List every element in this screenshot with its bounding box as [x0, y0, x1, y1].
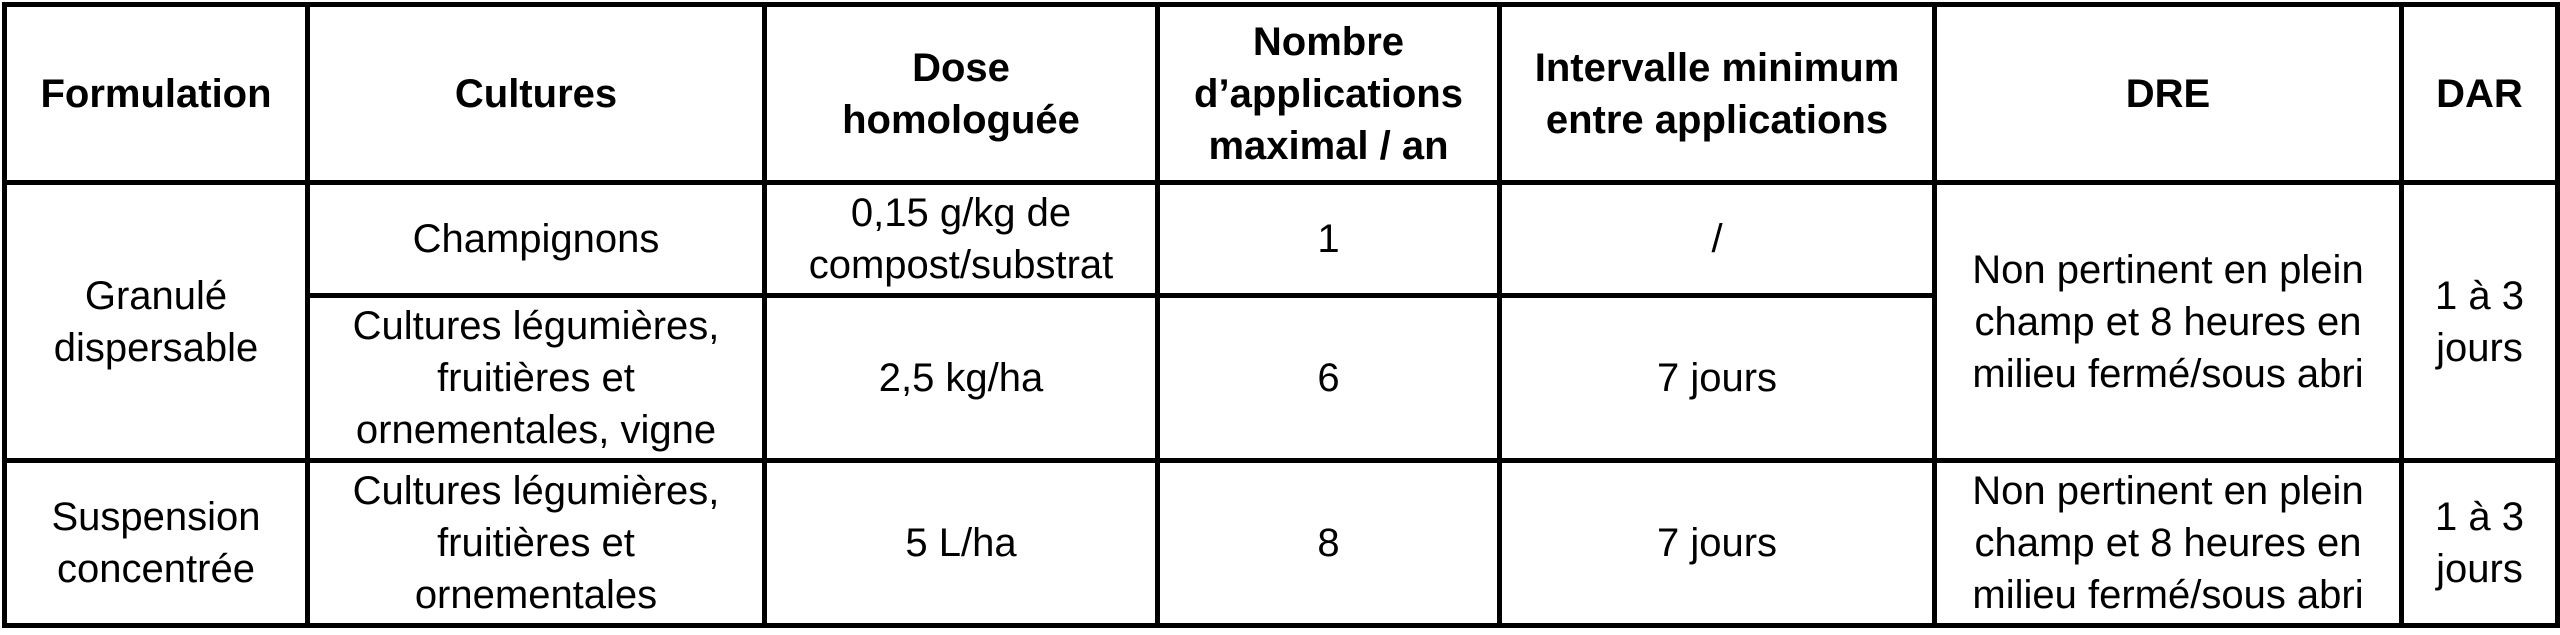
cell-dre-granule: Non pertinent en plein champ et 8 heures…	[1932, 180, 2404, 463]
cell-dar-suspension: 1 à 3 jours	[2399, 458, 2560, 628]
header-row: Formulation Cultures Dose homologuée Nom…	[2, 2, 2560, 185]
cell-formulation-granule: Granulé dispersable	[2, 180, 310, 463]
cell-formulation-suspension: Suspension concentrée	[2, 458, 310, 628]
cell-applications: 1	[1155, 180, 1502, 298]
col-header-cultures: Cultures	[305, 2, 767, 185]
cell-cultures: Champignons	[305, 180, 767, 298]
col-header-applications: Nombre d’applications maximal / an	[1155, 2, 1502, 185]
cell-intervalle: 7 jours	[1497, 458, 1937, 628]
table-row-granule-legumieres: Cultures légumières, fruitières et ornem…	[5, 293, 2558, 463]
cell-dar-granule: 1 à 3 jours	[2399, 180, 2560, 463]
table-row-suspension: Suspension concentrée Cultures légumière…	[2, 458, 2560, 628]
cell-dose: 2,5 kg/ha	[762, 293, 1160, 463]
col-header-dose: Dose homologuée	[762, 2, 1160, 185]
cell-dose: 5 L/ha	[762, 458, 1160, 628]
cell-intervalle: 7 jours	[1497, 293, 1937, 463]
col-header-dar: DAR	[2399, 2, 2560, 185]
col-header-formulation: Formulation	[2, 2, 310, 185]
cell-cultures: Cultures légumières, fruitières et ornem…	[305, 293, 767, 463]
cell-cultures: Cultures légumières, fruitières et ornem…	[305, 458, 767, 628]
cell-dre-suspension: Non pertinent en plein champ et 8 heures…	[1932, 458, 2404, 628]
cell-applications: 8	[1155, 458, 1502, 628]
cell-intervalle: /	[1497, 180, 1937, 298]
col-header-intervalle: Intervalle minimum entre applications	[1497, 2, 1937, 185]
table-row-granule-champignons: Granulé dispersable Champignons 0,15 g/k…	[2, 180, 2560, 463]
cell-dose: 0,15 g/kg de compost/substrat	[762, 180, 1160, 298]
col-header-dre: DRE	[1932, 2, 2404, 185]
cell-applications: 6	[1155, 293, 1502, 463]
